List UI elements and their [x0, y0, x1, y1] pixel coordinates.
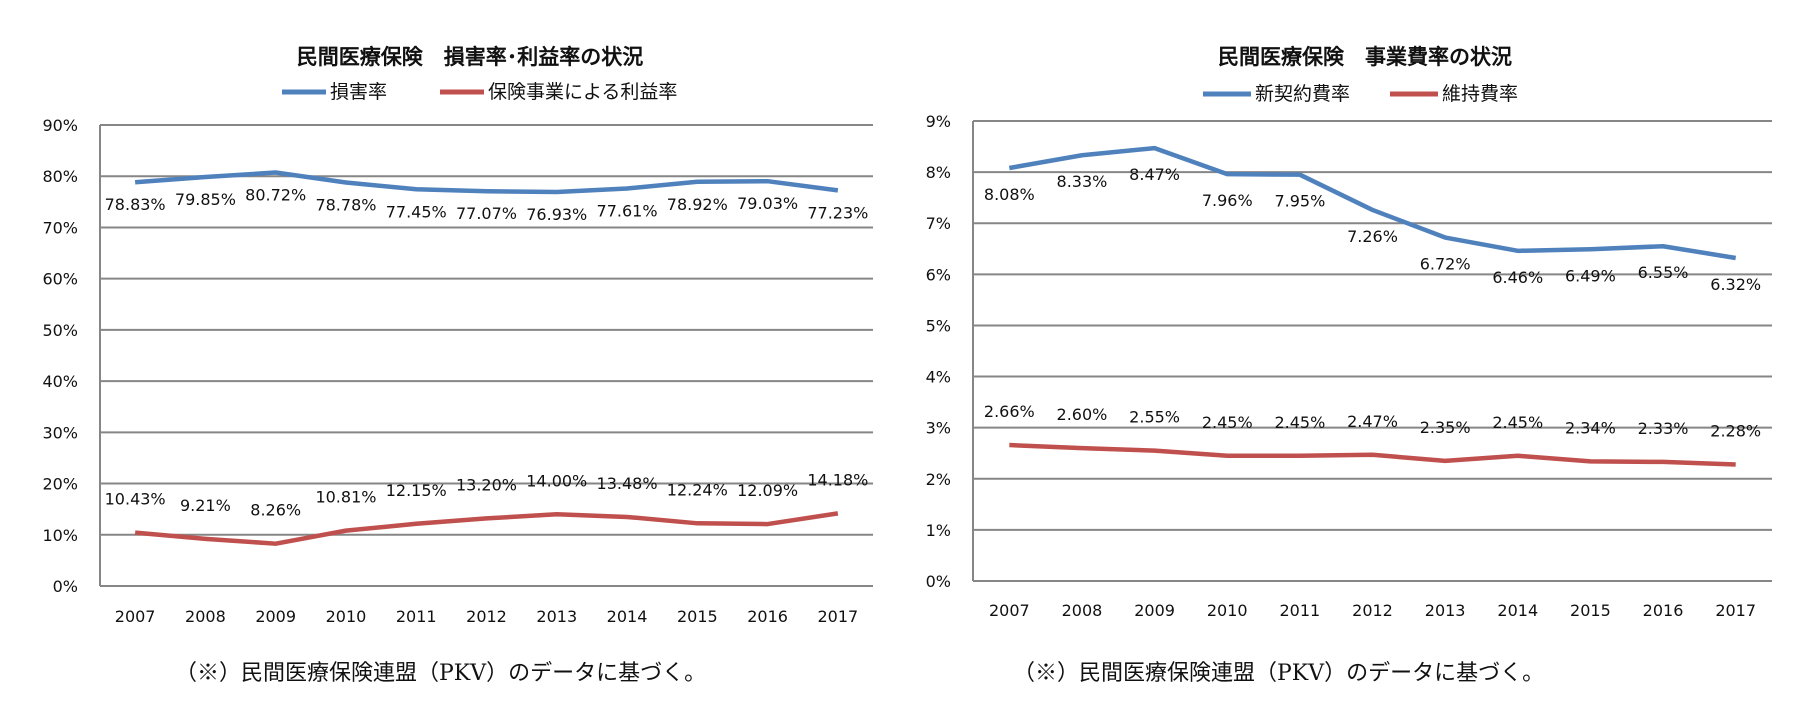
y-tick-label: 5% [926, 316, 951, 335]
loss-profit-ratio-chart: 民間医療保険 損害率･利益率の状況 （※）民間医療保険連盟（PKV）のデータに基… [42, 45, 873, 686]
data-label: 2.33% [1638, 419, 1689, 438]
data-label: 14.00% [526, 471, 587, 490]
data-label: 8.47% [1129, 165, 1180, 184]
x-tick-label: 2007 [989, 601, 1030, 620]
y-tick-label: 10% [42, 526, 78, 545]
x-tick-label: 2013 [1425, 601, 1466, 620]
x-tick-label: 2011 [396, 607, 437, 626]
footnote: （※）民間医療保険連盟（PKV）のデータに基づく。 [1013, 661, 1544, 686]
x-tick-label: 2011 [1280, 601, 1321, 620]
y-tick-label: 80% [42, 167, 78, 186]
x-tick-label: 2016 [1643, 601, 1684, 620]
x-tick-label: 2010 [1207, 601, 1248, 620]
x-tick-label: 2009 [255, 607, 296, 626]
y-tick-label: 1% [926, 521, 951, 540]
legend-label: 維持費率 [1442, 83, 1518, 105]
y-tick-label: 4% [926, 368, 951, 387]
data-label: 7.96% [1202, 191, 1253, 210]
x-tick-label: 2014 [1497, 601, 1538, 620]
data-label: 7.26% [1347, 227, 1398, 246]
data-label: 12.09% [737, 481, 798, 500]
legend-label: 保険事業による利益率 [488, 81, 677, 103]
x-tick-label: 2009 [1134, 601, 1175, 620]
data-label: 76.93% [526, 205, 587, 224]
data-label: 2.28% [1710, 421, 1761, 440]
data-label: 12.24% [667, 480, 728, 499]
data-label: 77.45% [386, 202, 447, 221]
data-label: 77.61% [597, 201, 658, 220]
y-tick-label: 30% [42, 423, 78, 442]
x-tick-label: 2012 [466, 607, 507, 626]
legend-label: 損害率 [330, 81, 387, 103]
y-tick-label: 6% [926, 265, 951, 284]
data-label: 8.33% [1057, 172, 1108, 191]
data-label: 8.26% [250, 501, 301, 520]
data-label: 9.21% [180, 496, 231, 515]
data-label: 2.60% [1057, 405, 1108, 424]
data-label: 6.72% [1420, 255, 1471, 274]
data-label: 6.32% [1710, 275, 1761, 294]
data-label: 2.45% [1492, 413, 1543, 432]
x-tick-label: 2015 [677, 607, 718, 626]
chart-title: 民間医療保険 事業費率の状況 [1218, 45, 1512, 69]
data-label: 10.81% [315, 488, 376, 507]
y-tick-label: 0% [926, 572, 951, 591]
data-label: 78.92% [667, 195, 728, 214]
data-label: 2.34% [1565, 418, 1616, 437]
y-tick-label: 70% [42, 218, 78, 237]
x-tick-label: 2016 [747, 607, 788, 626]
y-tick-label: 50% [42, 321, 78, 340]
legend-label: 新契約費率 [1255, 83, 1350, 105]
x-tick-label: 2010 [326, 607, 367, 626]
y-tick-label: 3% [926, 419, 951, 438]
data-label: 14.18% [807, 470, 868, 489]
data-label: 2.55% [1129, 408, 1180, 427]
data-label: 6.55% [1638, 263, 1689, 282]
x-tick-label: 2007 [115, 607, 156, 626]
data-label: 78.83% [105, 195, 166, 214]
data-label: 6.49% [1565, 266, 1616, 285]
data-label: 77.07% [456, 204, 517, 223]
y-tick-label: 90% [42, 116, 78, 135]
y-tick-label: 40% [42, 372, 78, 391]
x-tick-label: 2013 [536, 607, 577, 626]
x-tick-label: 2017 [1715, 601, 1756, 620]
data-label: 79.85% [175, 190, 236, 209]
x-tick-label: 2014 [607, 607, 648, 626]
data-label: 7.95% [1274, 192, 1325, 211]
x-tick-label: 2017 [818, 607, 859, 626]
data-label: 77.23% [807, 203, 868, 222]
data-label: 79.03% [737, 194, 798, 213]
y-tick-label: 7% [926, 214, 951, 233]
expense-ratio-chart: 民間医療保険 事業費率の状況 （※）民間医療保険連盟（PKV）のデータに基づく。… [926, 45, 1772, 686]
data-label: 2.47% [1347, 412, 1398, 431]
data-label: 10.43% [105, 490, 166, 509]
data-label: 80.72% [245, 186, 306, 205]
x-tick-label: 2015 [1570, 601, 1611, 620]
chart-title: 民間医療保険 損害率･利益率の状況 [297, 45, 644, 69]
data-label: 2.66% [984, 402, 1035, 421]
data-label: 6.46% [1492, 268, 1543, 287]
footnote: （※）民間医療保険連盟（PKV）のデータに基づく。 [175, 661, 706, 686]
data-label: 8.08% [984, 185, 1035, 204]
data-label: 78.78% [315, 195, 376, 214]
data-label: 13.20% [456, 475, 517, 494]
data-label: 2.35% [1420, 418, 1471, 437]
y-tick-label: 20% [42, 475, 78, 494]
data-label: 2.45% [1202, 413, 1253, 432]
y-tick-label: 60% [42, 270, 78, 289]
data-label: 2.45% [1274, 413, 1325, 432]
y-tick-label: 8% [926, 163, 951, 182]
y-tick-label: 2% [926, 470, 951, 489]
data-label: 12.15% [386, 481, 447, 500]
y-tick-label: 9% [926, 112, 951, 131]
y-tick-label: 0% [53, 577, 78, 596]
series-line-1 [135, 513, 838, 543]
x-tick-label: 2012 [1352, 601, 1393, 620]
x-tick-label: 2008 [1062, 601, 1103, 620]
x-tick-label: 2008 [185, 607, 226, 626]
data-label: 13.48% [597, 474, 658, 493]
